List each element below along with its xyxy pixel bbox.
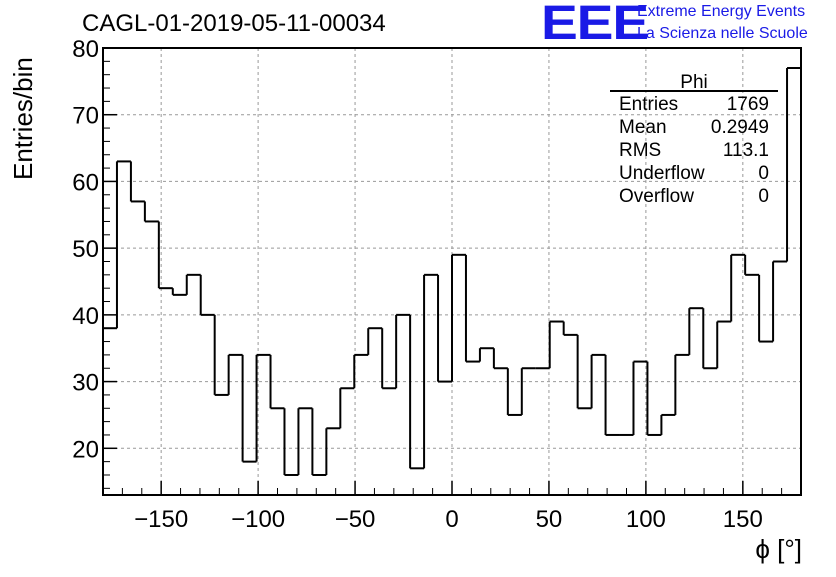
eee-logo: EEE bbox=[541, 0, 649, 50]
stats-row-label: Overflow bbox=[619, 186, 694, 207]
stats-row-label: Underflow bbox=[619, 163, 705, 184]
stats-row-value: 0 bbox=[758, 163, 769, 184]
axis-ticks bbox=[102, 47, 802, 495]
x-tick-label: 100 bbox=[626, 506, 666, 533]
x-tick-label: −100 bbox=[231, 506, 285, 533]
y-axis-label: Entries/bin bbox=[8, 57, 38, 180]
histogram-bins bbox=[102, 67, 802, 495]
y-tick-label: 80 bbox=[72, 36, 99, 63]
y-tick-label: 30 bbox=[72, 370, 99, 397]
stats-row-value: 0.2949 bbox=[711, 117, 769, 138]
y-tick-label: 50 bbox=[72, 236, 99, 263]
y-tick-label: 70 bbox=[72, 103, 99, 130]
logo-line-2: La Scienza nelle Scuole bbox=[637, 25, 808, 42]
stats-row-label: Mean bbox=[619, 117, 667, 138]
stats-box: Phi Entries 1769 Mean 0.2949 RMS 113.1 Underfl… bbox=[610, 72, 778, 207]
x-tick-label: −50 bbox=[335, 506, 376, 533]
stats-row-value: 0 bbox=[758, 186, 769, 207]
x-tick-label: 50 bbox=[536, 506, 563, 533]
x-tick-label: 150 bbox=[723, 506, 763, 533]
plot-frame bbox=[102, 47, 802, 496]
run-title: CAGL-01-2019-05-11-00034 bbox=[82, 10, 386, 37]
stats-box-title: Phi bbox=[680, 72, 707, 93]
stats-row-label: RMS bbox=[619, 140, 661, 161]
x-tick-label: −150 bbox=[134, 506, 188, 533]
x-axis-label: ϕ [°] bbox=[755, 534, 802, 564]
stats-row-value: 1769 bbox=[727, 94, 769, 115]
logo-line-1: Extreme Energy Events bbox=[637, 3, 806, 20]
stats-row-value: 113.1 bbox=[723, 140, 769, 161]
x-tick-label: 0 bbox=[445, 506, 458, 533]
stats-row-label: Entries bbox=[619, 94, 678, 115]
y-tick-label: 20 bbox=[72, 436, 99, 463]
tick-labels: −150 −100 −50 0 50 100 150 20 30 40 50 60 70 80 bbox=[72, 36, 763, 533]
y-tick-label: 40 bbox=[72, 303, 99, 330]
y-tick-label: 60 bbox=[72, 169, 99, 196]
